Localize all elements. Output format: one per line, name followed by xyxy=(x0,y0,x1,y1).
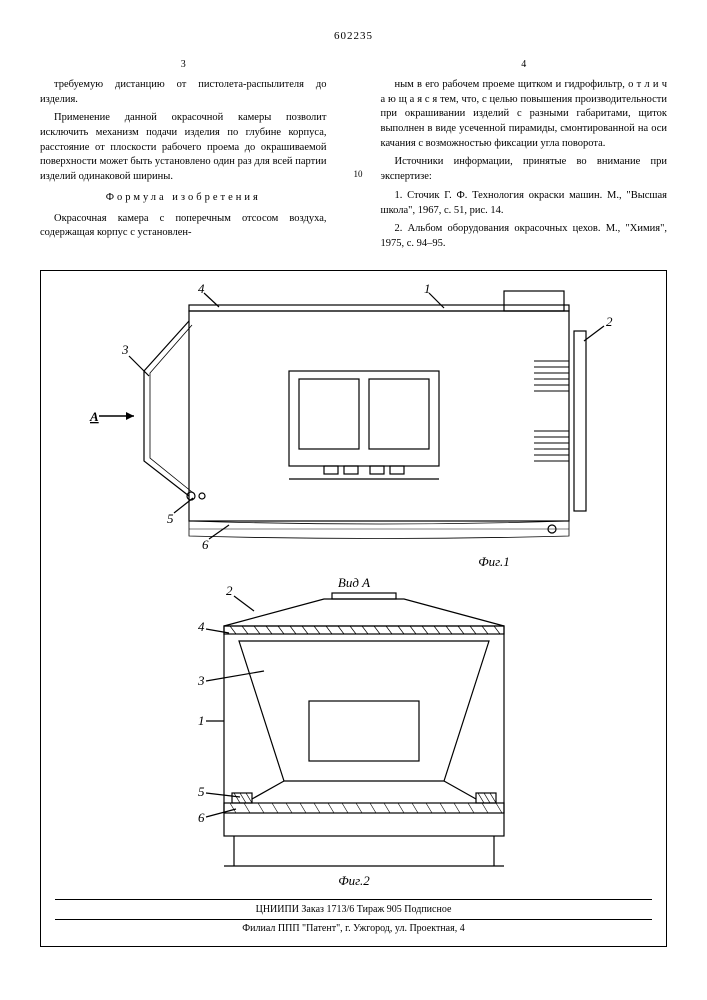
column-3: 3 требуемую дистанцию от пистолета-распы… xyxy=(40,58,327,256)
source-2: 2. Альбом оборудования окрасочных цехов.… xyxy=(381,222,668,251)
document-number: 602235 xyxy=(40,30,667,42)
gutter: 10 xyxy=(345,58,363,256)
fig1-callout-4: 4 xyxy=(198,281,205,296)
fig1-label: Фиг.1 xyxy=(478,554,510,569)
source-1: 1. Сточик Г. Ф. Технология окраски машин… xyxy=(381,189,668,218)
formula-title: Формула изобретения xyxy=(40,191,327,206)
fig2-label: Фиг.2 xyxy=(338,873,370,888)
sources-title: Источники информации, принятые во вниман… xyxy=(381,155,668,184)
fig2-callout-4: 4 xyxy=(198,619,205,634)
fig1-callout-1: 1 xyxy=(424,281,431,296)
col4-number: 4 xyxy=(381,58,668,72)
col3-p2: Применение данной окрасочной камеры позв… xyxy=(40,111,327,184)
fig2-callout-2: 2 xyxy=(226,583,233,598)
fig1-callout-3: 3 xyxy=(121,342,129,357)
figure-1: 1 2 3 4 5 6 А Фиг.1 xyxy=(74,281,634,571)
figure-2: Вид А xyxy=(144,571,564,891)
text-columns: 3 требуемую дистанцию от пистолета-распы… xyxy=(40,58,667,256)
col3-p1: требуемую дистанцию от пистолета-распыли… xyxy=(40,78,327,107)
column-4: 4 ным в его рабочем проеме щитком и гидр… xyxy=(381,58,668,256)
fig2-callout-3: 3 xyxy=(197,673,205,688)
fig2-callout-6: 6 xyxy=(198,810,205,825)
fig2-callout-1: 1 xyxy=(198,713,205,728)
fig2-view-title: Вид А xyxy=(337,575,369,590)
footer-line-2: Филиал ППП "Патент", г. Ужгород, ул. Про… xyxy=(55,923,652,934)
fig1-callout-2: 2 xyxy=(606,314,613,329)
col4-p1: ным в его рабочем проеме щитком и гидроф… xyxy=(381,78,668,151)
line-number-10: 10 xyxy=(354,168,363,181)
fig1-callout-6: 6 xyxy=(202,537,209,552)
fig1-view-arrow-label: А xyxy=(89,409,99,424)
fig1-callout-5: 5 xyxy=(167,511,174,526)
footer-line-1: ЦНИИПИ Заказ 1713/6 Тираж 905 Подписное xyxy=(55,899,652,920)
figures-panel: 1 2 3 4 5 6 А Фиг.1 Вид А xyxy=(40,270,667,947)
col3-number: 3 xyxy=(40,58,327,72)
fig2-callout-5: 5 xyxy=(198,784,205,799)
col3-p3: Окрасочная камера с поперечным отсосом в… xyxy=(40,212,327,241)
